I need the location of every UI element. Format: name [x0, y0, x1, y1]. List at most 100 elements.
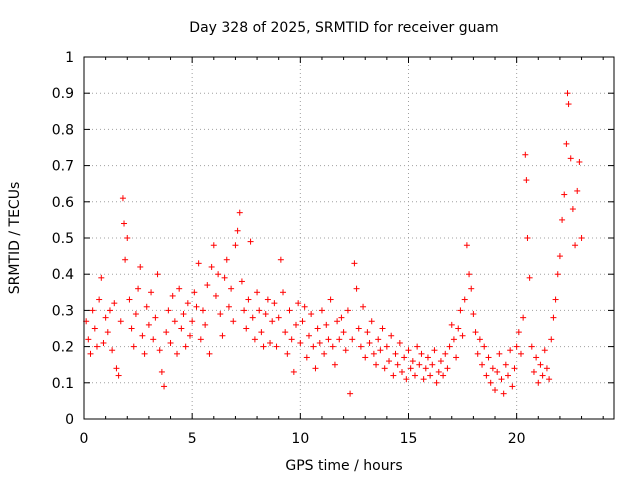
- data-point: [355, 325, 362, 332]
- data-point: [442, 350, 449, 357]
- x-tick-label: 20: [508, 431, 526, 447]
- data-point: [535, 379, 542, 386]
- data-point: [121, 220, 128, 227]
- data-points: [83, 90, 585, 397]
- data-point: [327, 296, 334, 303]
- data-point: [368, 318, 375, 325]
- data-point: [492, 387, 499, 394]
- data-point: [524, 235, 531, 241]
- y-tick-label: 0.6: [52, 195, 74, 211]
- data-point: [184, 300, 191, 307]
- data-point: [539, 372, 546, 379]
- data-point: [559, 216, 566, 223]
- data-point: [236, 209, 243, 216]
- data-point: [364, 329, 371, 336]
- data-point: [399, 368, 405, 375]
- data-point: [89, 307, 96, 314]
- data-point: [507, 347, 514, 354]
- data-point: [132, 311, 139, 318]
- data-point: [202, 321, 209, 328]
- data-point: [225, 303, 232, 310]
- data-point: [238, 278, 245, 285]
- data-point: [143, 303, 150, 310]
- data-point: [461, 296, 468, 303]
- data-point: [219, 332, 226, 339]
- data-point: [234, 227, 241, 234]
- data-point: [316, 339, 323, 346]
- data-point: [390, 372, 397, 379]
- y-tick-label: 0.9: [52, 86, 74, 102]
- data-point: [85, 336, 92, 343]
- data-point: [158, 368, 165, 375]
- data-point: [212, 292, 219, 299]
- data-point: [564, 90, 571, 97]
- data-point: [267, 339, 274, 346]
- data-point: [249, 314, 256, 321]
- data-point: [305, 332, 312, 339]
- data-point: [169, 292, 176, 299]
- data-point: [232, 242, 239, 249]
- data-point: [362, 354, 369, 361]
- data-point: [117, 318, 124, 325]
- data-point: [470, 311, 477, 318]
- data-point: [386, 358, 393, 365]
- data-point: [463, 242, 470, 249]
- data-point: [329, 343, 336, 350]
- data-point: [104, 329, 111, 336]
- data-point: [554, 271, 561, 278]
- data-point: [505, 372, 511, 379]
- data-point: [228, 285, 235, 292]
- y-tick-label: 0.7: [52, 159, 74, 175]
- data-point: [403, 376, 410, 383]
- data-point: [93, 343, 100, 350]
- data-point: [135, 285, 142, 292]
- data-point: [288, 336, 295, 343]
- data-point: [349, 336, 356, 343]
- data-point: [509, 383, 516, 390]
- data-point: [273, 343, 280, 350]
- data-point: [336, 336, 343, 343]
- data-point: [546, 376, 553, 383]
- data-point: [98, 274, 105, 281]
- data-point: [407, 365, 414, 372]
- chart-title: Day 328 of 2025, SRMTID for receiver gua…: [189, 20, 498, 36]
- data-point: [321, 350, 328, 357]
- data-point: [161, 383, 168, 390]
- data-point: [245, 296, 252, 303]
- data-point: [526, 274, 533, 281]
- data-point: [154, 271, 161, 278]
- data-point: [530, 368, 537, 375]
- data-point: [295, 300, 302, 307]
- data-point: [383, 343, 390, 350]
- data-point: [444, 365, 451, 372]
- data-point: [260, 343, 267, 350]
- data-point: [563, 140, 570, 147]
- data-point: [528, 343, 535, 350]
- data-point: [351, 260, 358, 267]
- data-point: [217, 311, 224, 318]
- y-tick-label: 0.2: [52, 340, 74, 356]
- data-point: [479, 361, 486, 368]
- data-point: [156, 347, 163, 354]
- data-point: [569, 206, 576, 213]
- data-point: [106, 307, 113, 314]
- data-point: [243, 325, 250, 332]
- data-point: [275, 314, 282, 321]
- data-point: [187, 332, 193, 339]
- data-point: [111, 300, 118, 307]
- data-point: [264, 296, 271, 303]
- data-point: [422, 365, 429, 372]
- x-tick-label: 10: [291, 431, 309, 447]
- data-point: [312, 365, 319, 372]
- data-point: [455, 325, 462, 332]
- data-point: [366, 339, 373, 346]
- data-point: [126, 296, 133, 303]
- data-point: [401, 354, 408, 361]
- data-point: [206, 350, 213, 357]
- data-point: [424, 354, 431, 361]
- data-point: [487, 379, 494, 386]
- x-tick-label: 15: [400, 431, 418, 447]
- data-point: [411, 372, 418, 379]
- data-point: [578, 235, 585, 241]
- data-point: [195, 260, 202, 267]
